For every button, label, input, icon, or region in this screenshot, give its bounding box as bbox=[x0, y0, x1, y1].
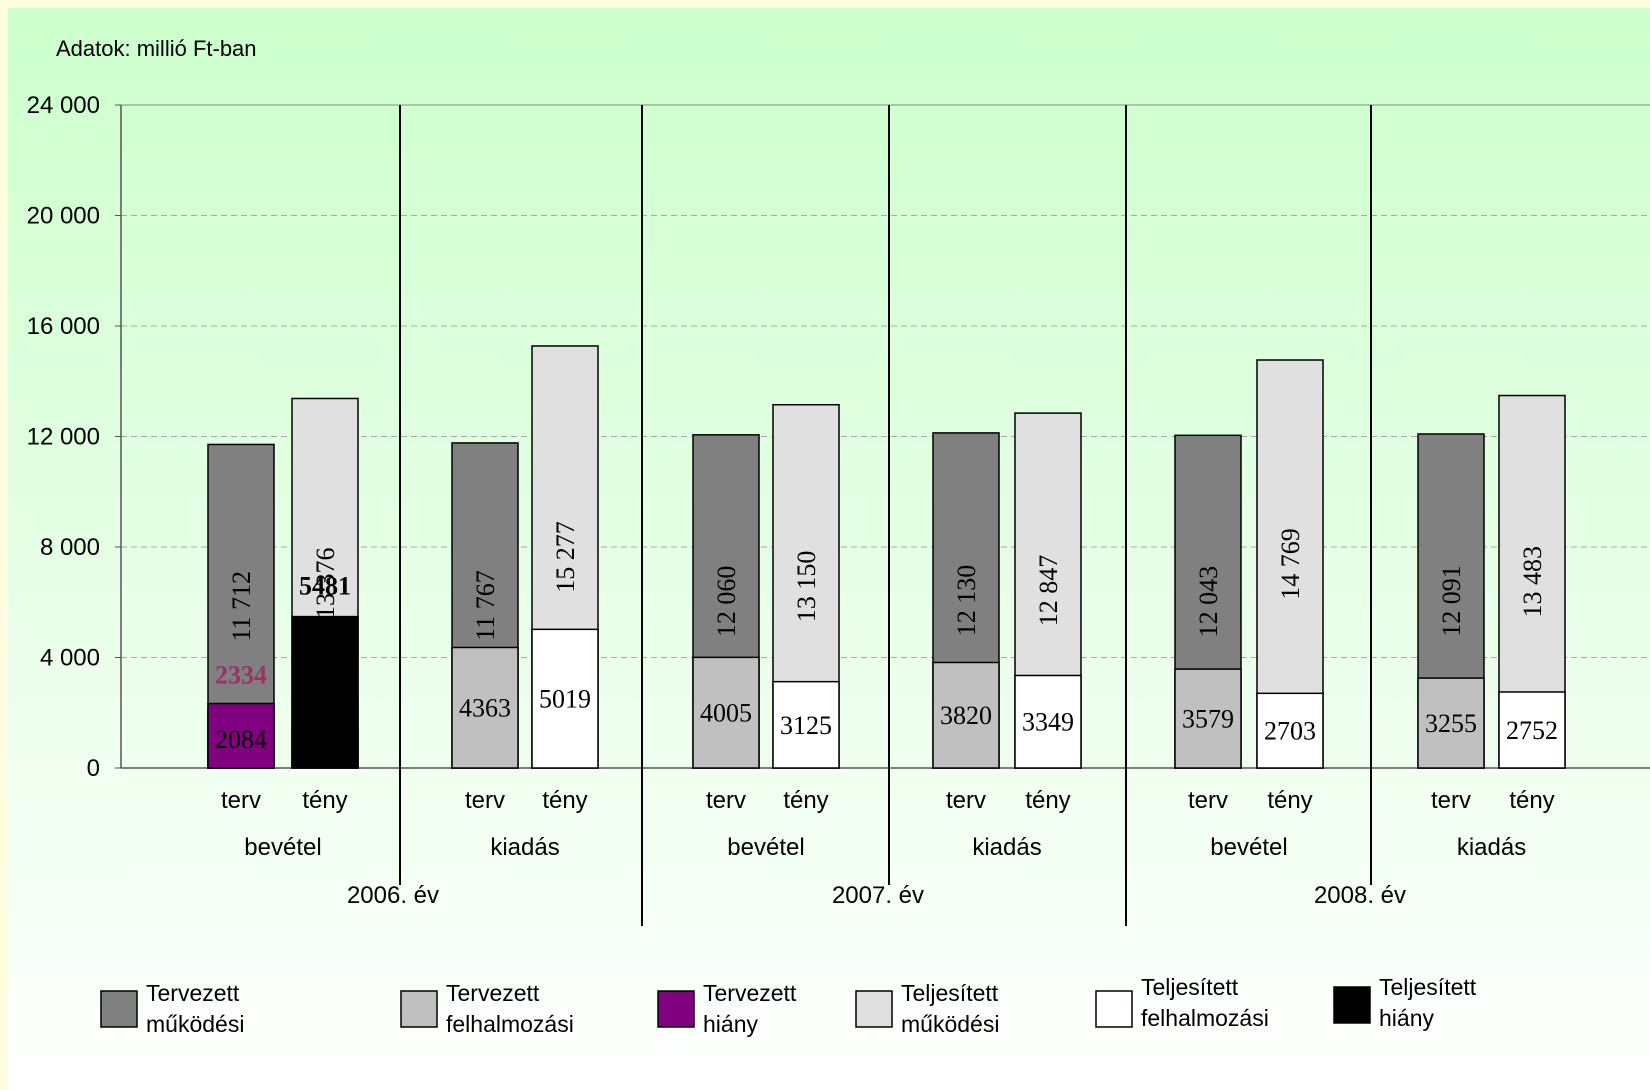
bar-segment-tervezett-felhalmozasi bbox=[692, 656, 760, 769]
year-label: 2007. év bbox=[832, 882, 924, 909]
chart: Adatok: millió Ft-ban 0 4 000 8 000 12 000 1… bbox=[8, 8, 1650, 1090]
category-label: terv bbox=[465, 787, 505, 814]
y-tick-label: 8 000 bbox=[40, 534, 100, 561]
legend-swatch-teljesitett-hiany bbox=[1333, 986, 1371, 1024]
y-tick-label: 4 000 bbox=[40, 645, 100, 672]
data-label: 12 043 bbox=[1194, 566, 1223, 638]
y-tick-label: 12 000 bbox=[27, 424, 100, 451]
bar-segment-teljesitett-felhalmozasi bbox=[1498, 691, 1566, 769]
data-label: 5481 bbox=[299, 572, 351, 601]
legend-label: Tervezett bbox=[703, 980, 797, 1006]
unit-note: Adatok: millió Ft-ban bbox=[56, 36, 257, 61]
data-label: 13 483 bbox=[1518, 546, 1547, 618]
bar-segment-teljesitett-felhalmozasi bbox=[1256, 692, 1324, 769]
legend-label: Teljesített bbox=[1141, 974, 1239, 1000]
legend-swatch-teljesitett-felhalmozasi bbox=[1095, 990, 1133, 1028]
category-label: tény bbox=[1025, 787, 1070, 814]
data-label: 4363 bbox=[459, 694, 511, 723]
bar-segment-tervezett-felhalmozasi bbox=[1417, 677, 1485, 769]
category-label: tény bbox=[1509, 787, 1554, 814]
y-tick-label: 16 000 bbox=[27, 313, 100, 340]
data-label: 11 767 bbox=[471, 570, 500, 641]
category-label: terv bbox=[1431, 787, 1471, 814]
legend-label: Tervezett bbox=[446, 980, 540, 1006]
bar-segment-teljesitett-felhalmozasi bbox=[772, 680, 840, 769]
data-label: 2334 bbox=[215, 661, 267, 690]
data-label: 2084 bbox=[215, 725, 267, 754]
data-label: 12 847 bbox=[1034, 555, 1063, 627]
category-label: terv bbox=[706, 787, 746, 814]
year-label: 2008. év bbox=[1314, 882, 1406, 909]
data-label: 12 091 bbox=[1437, 565, 1466, 637]
bar-segment-tervezett-felhalmozasi bbox=[451, 646, 519, 769]
y-tick-label: 20 000 bbox=[27, 203, 100, 230]
data-label: 13 150 bbox=[792, 551, 821, 623]
bar-segment-teljesitett-hiany bbox=[291, 615, 359, 769]
category-label: tény bbox=[542, 787, 587, 814]
group-label: bevétel bbox=[1210, 834, 1287, 861]
data-label: 14 769 bbox=[1276, 528, 1305, 600]
legend-swatch-tervezett-felhalmozasi bbox=[400, 990, 438, 1028]
data-label: 1439 bbox=[299, 734, 351, 763]
data-label: 3349 bbox=[1022, 708, 1074, 737]
legend-label: felhalmozási bbox=[446, 1011, 574, 1037]
group-label: kiadás bbox=[972, 834, 1041, 861]
category-label: terv bbox=[946, 787, 986, 814]
legend-label: hiány bbox=[1379, 1005, 1434, 1031]
group-label: bevétel bbox=[727, 834, 804, 861]
legend-label: Teljesített bbox=[1379, 974, 1477, 1000]
category-label: tény bbox=[302, 787, 347, 814]
data-label: 12 060 bbox=[712, 566, 741, 638]
data-label: 11 712 bbox=[227, 571, 256, 642]
legend-label: Tervezett bbox=[146, 980, 240, 1006]
year-label: 2006. év bbox=[347, 882, 439, 909]
legend-label: működési bbox=[901, 1011, 999, 1037]
category-label: tény bbox=[1267, 787, 1312, 814]
bar-segment-tervezett-felhalmozasi bbox=[1174, 668, 1242, 769]
data-label: 13 376 bbox=[311, 547, 340, 619]
category-label: tény bbox=[783, 787, 828, 814]
data-label: 5019 bbox=[539, 685, 591, 714]
group-label: kiadás bbox=[1457, 834, 1526, 861]
data-label: 3579 bbox=[1182, 705, 1234, 734]
legend-swatch-tervezett-hiany bbox=[657, 990, 695, 1028]
stacked-bar-chart: Adatok: millió Ft-ban 0 4 000 8 000 12 000 1… bbox=[8, 8, 1650, 1090]
data-label: 2703 bbox=[1264, 717, 1316, 746]
data-label: 3255 bbox=[1425, 709, 1477, 738]
group-label: bevétel bbox=[244, 834, 321, 861]
data-label: 3820 bbox=[940, 701, 992, 730]
legend-label: működési bbox=[146, 1011, 244, 1037]
group-label: kiadás bbox=[490, 834, 559, 861]
bar-segment-tervezett-felhalmozasi bbox=[932, 661, 1000, 769]
data-label: 2752 bbox=[1506, 716, 1558, 745]
bar-segment-teljesitett-felhalmozasi bbox=[1014, 674, 1082, 769]
legend-label: felhalmozási bbox=[1141, 1005, 1269, 1031]
category-label: terv bbox=[1188, 787, 1228, 814]
data-label: 12 130 bbox=[952, 565, 981, 637]
data-label: 4005 bbox=[700, 699, 752, 728]
data-label: 15 277 bbox=[551, 521, 580, 593]
legend-label: Teljesített bbox=[901, 980, 999, 1006]
bar-segment-tervezett-hiany bbox=[207, 702, 275, 769]
data-label: 3125 bbox=[780, 711, 832, 740]
legend-swatch-tervezett-mukodesi bbox=[100, 990, 138, 1028]
legend-swatch-teljesitett-mukodesi bbox=[855, 990, 893, 1028]
legend-label: hiány bbox=[703, 1011, 758, 1037]
bar-segment-teljesitett-felhalmozasi bbox=[531, 628, 599, 769]
y-tick-label: 0 bbox=[87, 755, 100, 782]
y-tick-label: 24 000 bbox=[27, 92, 100, 119]
category-label: terv bbox=[221, 787, 261, 814]
